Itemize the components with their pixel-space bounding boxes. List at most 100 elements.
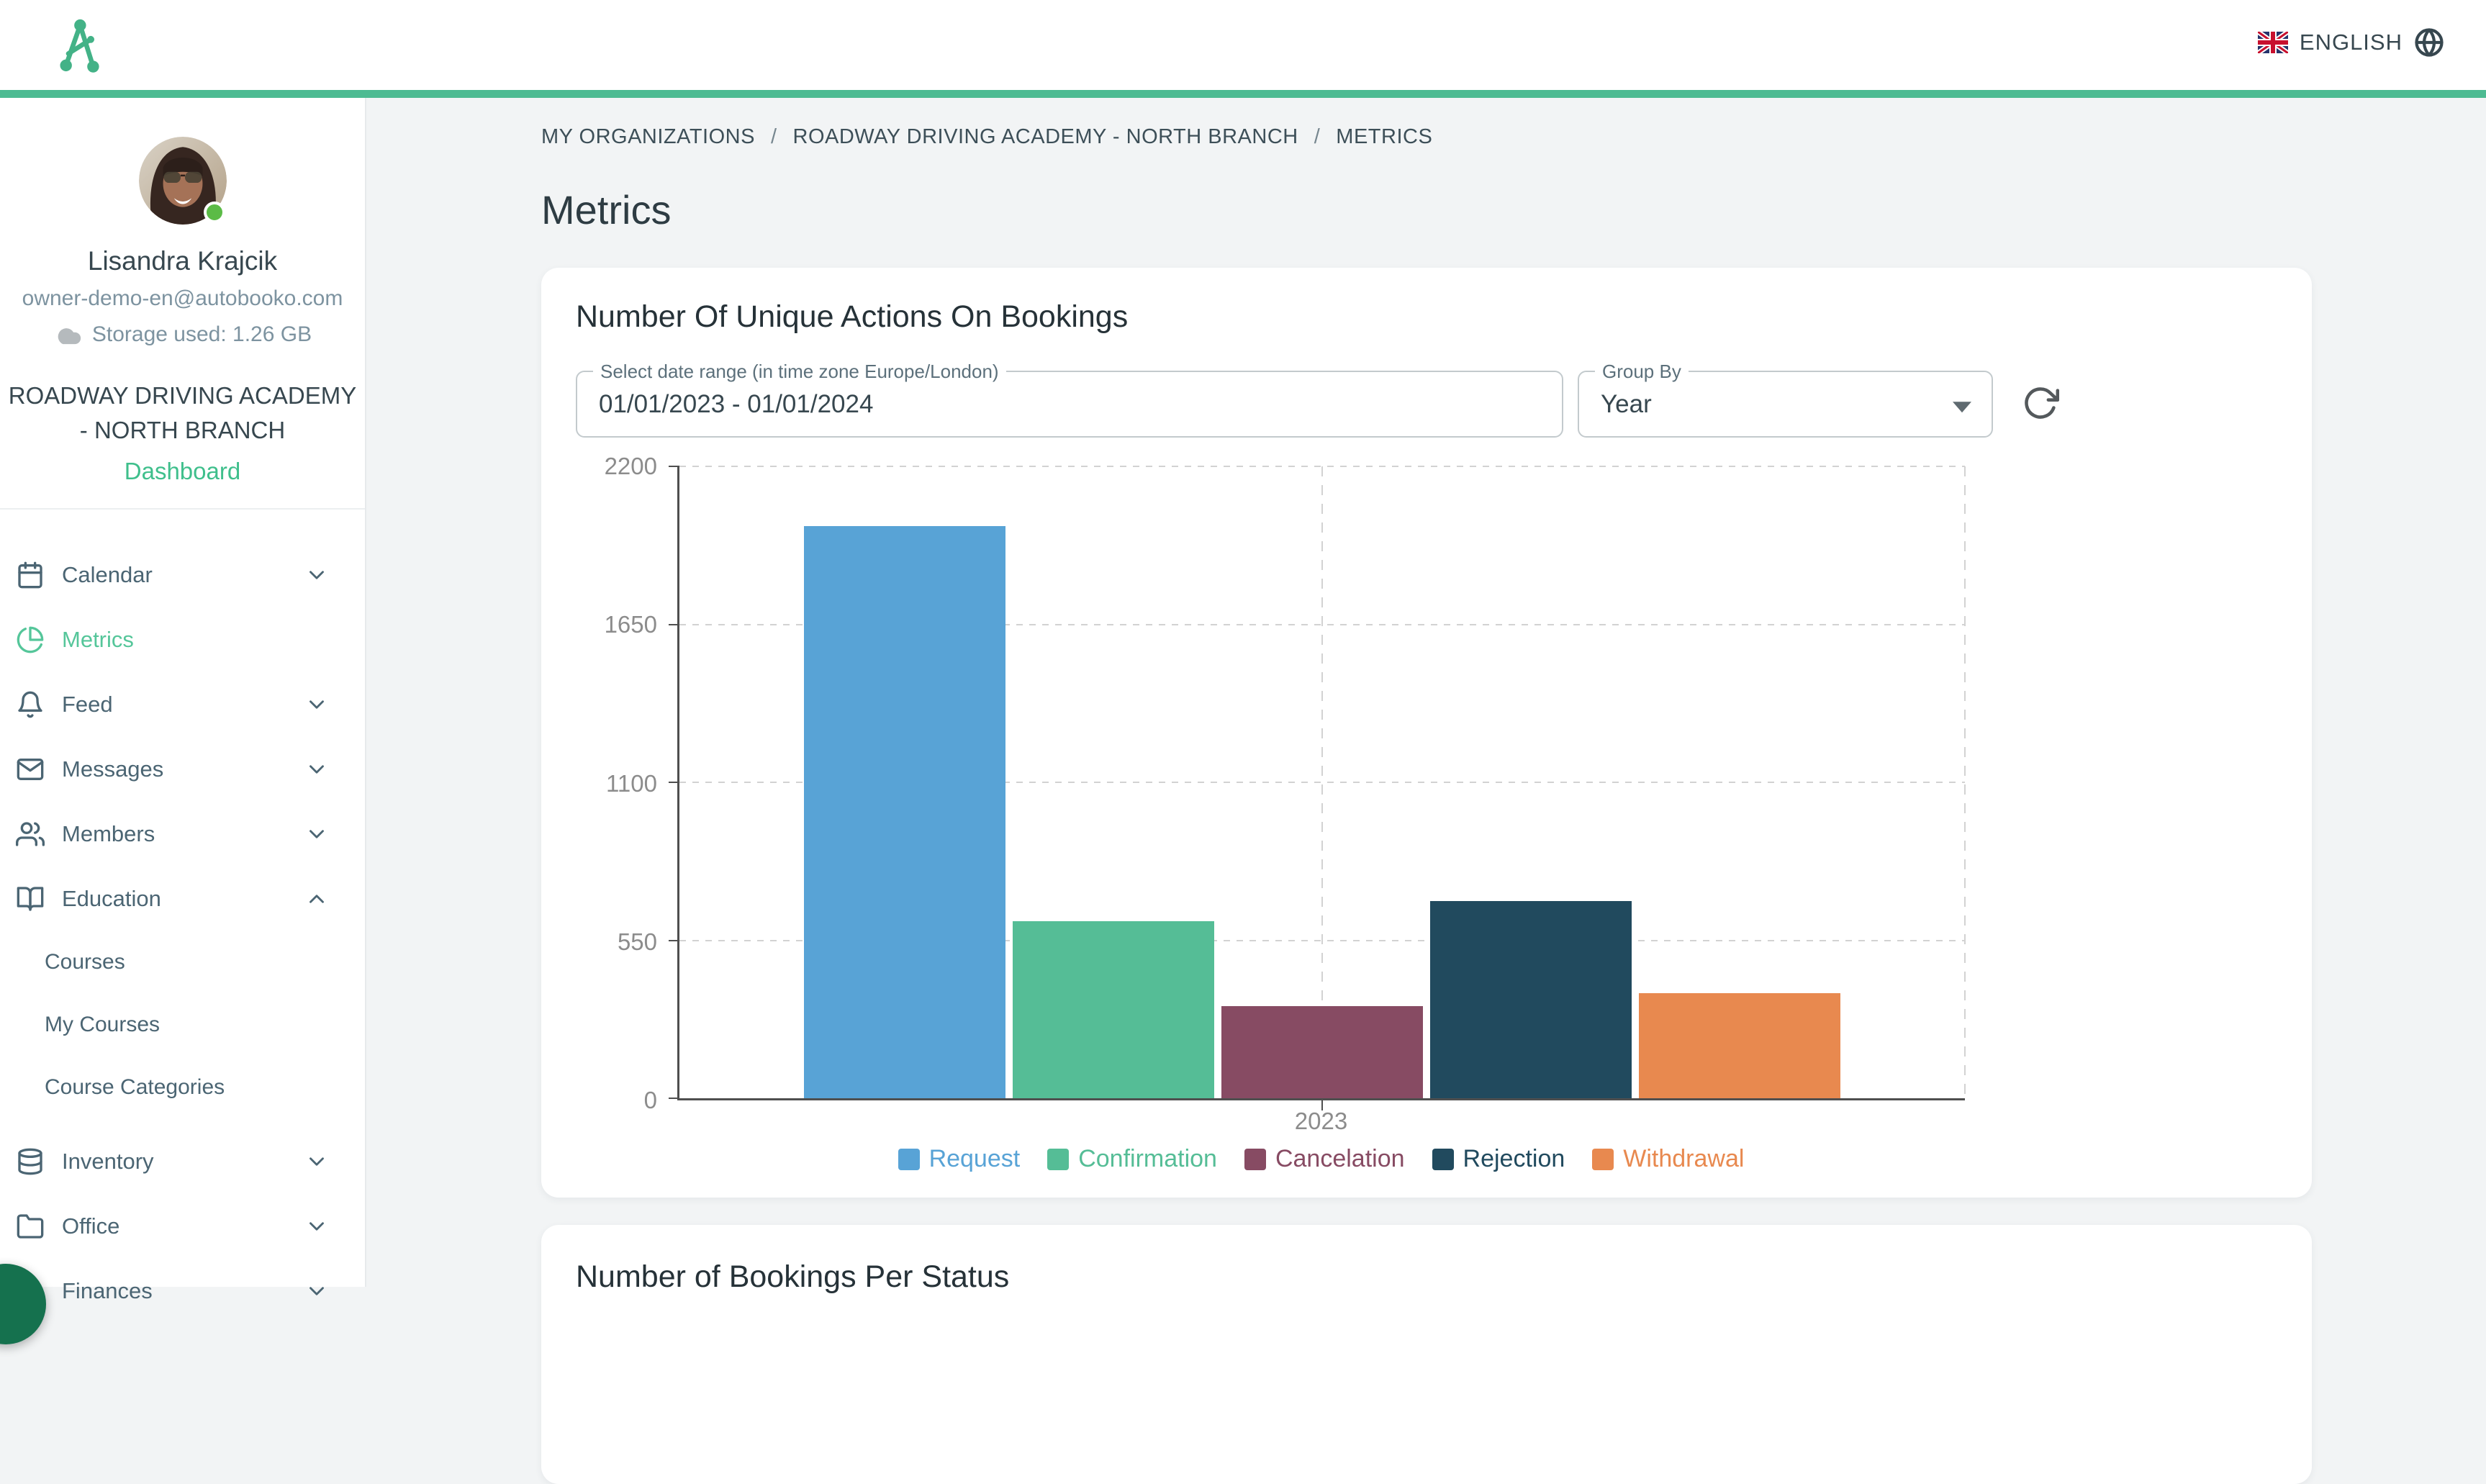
bar-rejection — [1430, 901, 1632, 1098]
y-tick — [669, 624, 679, 625]
database-icon — [16, 1147, 45, 1176]
sidebar-item-label: Office — [62, 1213, 119, 1239]
refresh-icon — [2022, 384, 2059, 422]
y-tick — [669, 782, 679, 783]
storage-used: Storage used: 1.26 GB — [92, 322, 312, 347]
legend-swatch — [1047, 1149, 1069, 1170]
unique-actions-card: Number Of Unique Actions On Bookings Sel… — [541, 268, 2312, 1198]
sidebar-item-label: Education — [62, 886, 161, 912]
sidebar-item-label: Course Categories — [45, 1075, 225, 1100]
bar-confirmation — [1013, 921, 1214, 1098]
sidebar-item-course-categories[interactable]: Course Categories — [0, 1057, 365, 1119]
bar-withdrawal — [1639, 993, 1840, 1098]
user-name: Lisandra Krajcik — [0, 246, 365, 276]
sidebar-item-messages[interactable]: Messages — [0, 737, 365, 802]
legend-label: Rejection — [1463, 1145, 1565, 1173]
folder-icon — [16, 1212, 45, 1241]
mail-icon — [16, 755, 45, 784]
chevron-up-icon — [304, 887, 329, 911]
page-title: Metrics — [368, 149, 2486, 233]
breadcrumb-item-3: METRICS — [1336, 125, 1432, 149]
legend-label: Request — [929, 1145, 1021, 1173]
y-axis-tick-label: 2200 — [605, 453, 657, 480]
bell-icon — [16, 690, 45, 719]
breadcrumb: MY ORGANIZATIONS / ROADWAY DRIVING ACADEMY… — [368, 98, 2486, 149]
chart-plot-area — [677, 466, 1965, 1100]
legend-swatch — [898, 1149, 920, 1170]
chevron-down-icon — [304, 822, 329, 846]
breadcrumb-item-2[interactable]: ROADWAY DRIVING ACADEMY - NORTH BRANCH — [793, 125, 1298, 149]
breadcrumb-separator: / — [1314, 125, 1321, 149]
bar-cancelation — [1221, 1006, 1423, 1098]
legend-item-withdrawal: Withdrawal — [1592, 1145, 1744, 1173]
cloud-icon — [53, 325, 82, 345]
sidebar-item-label: Feed — [62, 692, 113, 718]
y-axis-tick-label: 1650 — [605, 611, 657, 638]
header-accent-bar — [0, 90, 2486, 98]
unique-actions-card-title: Number Of Unique Actions On Bookings — [576, 299, 2277, 335]
calendar-icon — [16, 561, 45, 589]
x-axis-label: 2023 — [1295, 1108, 1347, 1135]
language-label: ENGLISH — [2300, 30, 2403, 55]
chevron-down-icon — [304, 757, 329, 782]
bar-request — [804, 526, 1005, 1098]
online-status-dot — [204, 202, 225, 223]
sidebar-item-education[interactable]: Education — [0, 867, 365, 931]
legend-item-confirmation: Confirmation — [1047, 1145, 1217, 1173]
main-content: MY ORGANIZATIONS / ROADWAY DRIVING ACADEMY… — [368, 98, 2486, 1287]
sidebar-item-label: Inventory — [62, 1149, 154, 1175]
book-open-icon — [16, 884, 45, 913]
breadcrumb-item-1[interactable]: MY ORGANIZATIONS — [541, 125, 755, 149]
user-email: owner-demo-en@autobooko.com — [0, 286, 365, 311]
sidebar-item-metrics[interactable]: Metrics — [0, 607, 365, 672]
refresh-button[interactable] — [2019, 383, 2062, 426]
sidebar-item-calendar[interactable]: Calendar — [0, 543, 365, 607]
date-range-value: 01/01/2023 - 01/01/2024 — [599, 390, 873, 419]
y-tick — [669, 940, 679, 941]
legend-item-cancelation: Cancelation — [1244, 1145, 1405, 1173]
legend-label: Cancelation — [1275, 1145, 1405, 1173]
sidebar-item-members[interactable]: Members — [0, 802, 365, 867]
date-range-field[interactable]: Select date range (in time zone Europe/L… — [576, 371, 1563, 438]
chart-controls: Select date range (in time zone Europe/L… — [576, 371, 2277, 438]
chevron-down-icon — [304, 1279, 329, 1303]
pie-chart-icon — [16, 625, 45, 654]
sidebar: Lisandra Krajcik owner-demo-en@autobooko… — [0, 98, 366, 1287]
sidebar-item-finances[interactable]: Finances — [0, 1259, 365, 1324]
y-tick — [669, 466, 679, 467]
sidebar-item-feed[interactable]: Feed — [0, 672, 365, 737]
users-icon — [16, 820, 45, 849]
legend-label: Confirmation — [1078, 1145, 1217, 1173]
sidebar-item-courses[interactable]: Courses — [0, 931, 365, 994]
sidebar-item-inventory[interactable]: Inventory — [0, 1129, 365, 1194]
legend-item-rejection: Rejection — [1432, 1145, 1565, 1173]
top-header: ENGLISH — [0, 0, 2486, 90]
legend-swatch — [1432, 1149, 1454, 1170]
sidebar-item-label: My Courses — [45, 1013, 160, 1037]
dashboard-link[interactable]: Dashboard — [125, 458, 240, 485]
dropdown-caret-icon — [1953, 402, 1971, 412]
sidebar-item-label: Finances — [62, 1278, 153, 1304]
group-by-select[interactable]: Group By Year — [1578, 371, 1993, 438]
language-switcher[interactable]: ENGLISH — [2258, 27, 2444, 58]
sidebar-item-my-courses[interactable]: My Courses — [0, 994, 365, 1057]
group-by-value: Year — [1601, 390, 1652, 419]
bookings-per-status-title: Number of Bookings Per Status — [576, 1259, 2277, 1295]
sidebar-item-office[interactable]: Office — [0, 1194, 365, 1259]
legend-swatch — [1592, 1149, 1614, 1170]
autobooko-logo[interactable] — [52, 16, 111, 75]
chevron-down-icon — [304, 563, 329, 587]
date-range-label: Select date range (in time zone Europe/L… — [593, 361, 1006, 383]
uk-flag-icon — [2258, 32, 2288, 53]
group-by-label: Group By — [1595, 361, 1689, 383]
globe-icon — [2414, 27, 2444, 58]
chevron-down-icon — [304, 1214, 329, 1239]
y-axis-tick-label: 0 — [644, 1087, 657, 1114]
y-axis-tick-label: 550 — [618, 928, 657, 956]
sidebar-item-label: Calendar — [62, 562, 153, 588]
legend-item-request: Request — [898, 1145, 1021, 1173]
chevron-down-icon — [304, 692, 329, 717]
profile-section: Lisandra Krajcik owner-demo-en@autobooko… — [0, 98, 365, 485]
